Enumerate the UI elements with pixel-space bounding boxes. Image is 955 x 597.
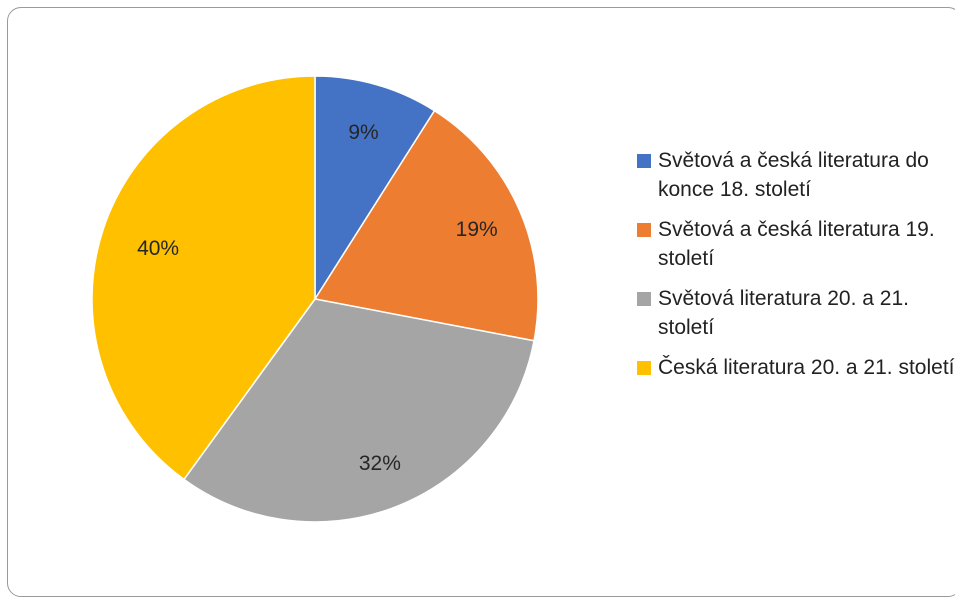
pie-slice-2 <box>313 109 539 342</box>
pie-slice-4 <box>91 75 316 481</box>
pie-slice-1 <box>314 75 436 302</box>
pie-chart: 9% 19% 32% 40% <box>91 75 539 523</box>
slice-label-3: 32% <box>359 452 401 475</box>
legend-label-1: Světová a česká literatura do konce 18. … <box>658 149 929 201</box>
legend-label-3: Světová literatura 20. a 21. století <box>658 287 909 339</box>
slice-label-2: 19% <box>456 218 498 241</box>
legend-item-4: Česká literatura 20. a 21. století <box>637 353 955 382</box>
legend-label-4: Česká literatura 20. a 21. století <box>658 356 955 379</box>
slice-label-4: 40% <box>137 237 179 260</box>
legend-item-2: Světová a česká literatura 19. století <box>637 215 955 273</box>
legend-swatch-2 <box>637 223 651 237</box>
pie-slice-3 <box>182 298 535 523</box>
legend-item-1: Světová a česká literatura do konce 18. … <box>637 146 955 204</box>
legend: Světová a česká literatura do konce 18. … <box>637 146 955 393</box>
legend-item-3: Světová literatura 20. a 21. století <box>637 284 955 342</box>
legend-swatch-4 <box>637 361 651 375</box>
legend-swatch-1 <box>637 154 651 168</box>
slice-label-1: 9% <box>348 121 378 144</box>
legend-swatch-3 <box>637 292 651 306</box>
legend-label-2: Světová a česká literatura 19. století <box>658 218 935 270</box>
